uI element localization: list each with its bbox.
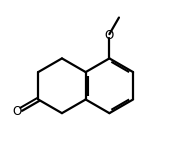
Text: O: O xyxy=(13,105,22,118)
Text: O: O xyxy=(105,29,114,42)
